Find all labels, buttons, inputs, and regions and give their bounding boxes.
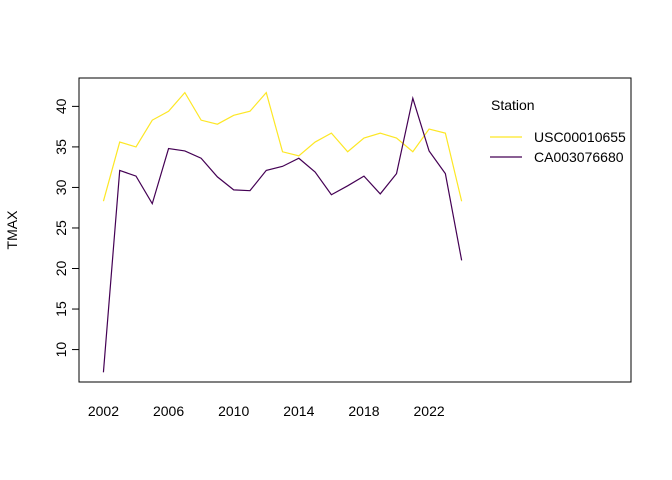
y-tick-label: 15 [53, 301, 69, 317]
x-tick-label: 2002 [88, 403, 119, 419]
x-tick-label: 2014 [283, 403, 314, 419]
legend-label: USC00010655 [534, 129, 626, 145]
x-axis: 2002 2006 2010 2014 2018 2022 [88, 403, 445, 419]
legend-label: CA003076680 [534, 149, 624, 165]
y-tick-label: 20 [53, 261, 69, 277]
y-axis: 10 15 20 25 30 35 40 [53, 98, 79, 357]
legend-title: Station [491, 97, 535, 113]
plot-frame [78, 77, 632, 383]
y-axis-title: TMAX [4, 210, 20, 250]
y-tick-label: 25 [53, 220, 69, 236]
series-lines [102, 91, 463, 373]
y-tick-label: 40 [53, 98, 69, 114]
legend: Station USC00010655 CA003076680 [490, 97, 626, 165]
x-tick-label: 2022 [414, 403, 445, 419]
y-tick-label: 10 [53, 342, 69, 358]
series-line-0 [102, 91, 463, 202]
x-tick-label: 2006 [153, 403, 184, 419]
x-tick-label: 2010 [218, 403, 249, 419]
y-tick-label: 30 [53, 179, 69, 195]
x-tick-label: 2018 [348, 403, 379, 419]
series-line-1 [102, 95, 463, 373]
y-tick-label: 35 [53, 139, 69, 155]
